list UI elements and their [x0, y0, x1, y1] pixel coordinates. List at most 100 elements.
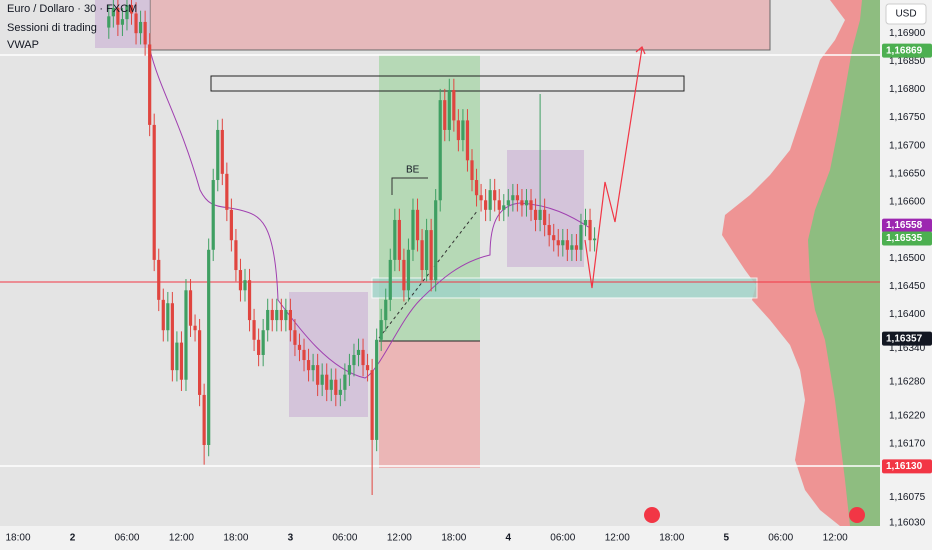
indicator-label: VWAP — [7, 39, 39, 51]
candle-body — [484, 200, 488, 210]
candle-body — [402, 259, 406, 291]
candle-body — [547, 225, 551, 236]
price-axis-background — [880, 0, 932, 550]
candle-body — [488, 190, 492, 210]
candle-body — [461, 120, 465, 141]
candle-body — [388, 259, 392, 300]
candle-body — [175, 342, 179, 371]
candle-body — [125, 5, 129, 20]
candle-body — [257, 339, 261, 355]
candle-body — [347, 365, 352, 375]
candle-body — [443, 100, 447, 130]
candle-body — [524, 200, 529, 206]
candle-body — [316, 365, 320, 385]
candle-body — [261, 330, 265, 355]
y-tick-label: 1,16220 — [889, 410, 926, 421]
candle-body — [592, 238, 597, 241]
candle-body — [452, 90, 456, 121]
x-tick-label: 3 — [288, 533, 294, 544]
candle-body — [116, 7, 120, 25]
candle-body — [365, 365, 370, 371]
candle-body — [538, 209, 542, 220]
projection-path — [584, 47, 643, 289]
candle-body — [225, 173, 229, 210]
candle-body — [552, 235, 556, 241]
candle-body — [302, 349, 306, 361]
currency-label[interactable]: USD — [895, 9, 916, 20]
y-tick-label: 1,16600 — [889, 197, 926, 208]
price-badge-label: 1,16558 — [886, 220, 923, 231]
trend-line — [378, 209, 479, 339]
candle-body — [229, 209, 233, 241]
x-tick-label: 18:00 — [659, 533, 684, 544]
y-tick-label: 1,16800 — [889, 84, 926, 95]
y-tick-label: 1,16340 — [889, 343, 926, 354]
candle-body — [275, 309, 279, 321]
candle-body — [570, 245, 574, 250]
x-tick-label: 06:00 — [114, 533, 139, 544]
candle-body — [198, 330, 202, 395]
candle-body — [129, 5, 134, 14]
candle-body — [511, 195, 515, 201]
candle-body — [179, 342, 184, 380]
candle-body — [284, 309, 288, 321]
candle-body — [474, 180, 479, 196]
candle-body — [211, 180, 215, 250]
candle-body — [420, 240, 424, 271]
x-tick-label: 5 — [723, 533, 729, 544]
candle-body — [297, 344, 302, 350]
candle-body — [166, 303, 170, 331]
candle-body — [193, 325, 197, 331]
candle-body — [325, 374, 329, 390]
x-tick-label: 12:00 — [823, 533, 848, 544]
be-marker — [391, 177, 428, 195]
candle-body — [352, 354, 356, 366]
candle-body — [470, 160, 474, 181]
candle-body — [266, 309, 270, 331]
x-tick-label: 12:00 — [387, 533, 412, 544]
event-icon — [644, 507, 660, 523]
price-badge — [882, 43, 932, 58]
candle-body — [397, 219, 401, 260]
currency-button[interactable] — [885, 3, 927, 25]
indicator-label: Sessioni di trading — [7, 22, 97, 34]
candle-body — [279, 309, 283, 321]
y-tick-label: 1,16850 — [889, 56, 926, 67]
candle-body — [134, 13, 138, 34]
candle-body — [293, 330, 297, 345]
candle-body — [188, 290, 193, 326]
candle-body — [152, 124, 156, 260]
y-tick-label: 1,16750 — [889, 112, 926, 123]
candle-body — [238, 270, 243, 291]
liquidity-box — [210, 75, 685, 92]
candle-body — [456, 120, 460, 141]
price-badge — [882, 231, 932, 246]
candle-body — [533, 209, 538, 220]
candle-body — [111, 7, 115, 17]
x-tick-label: 06:00 — [768, 533, 793, 544]
x-tick-label: 18:00 — [223, 533, 248, 544]
y-tick-label: 1,16500 — [889, 253, 926, 264]
candle-body — [234, 240, 238, 271]
candle-body — [556, 240, 560, 246]
y-tick-label: 1,16170 — [889, 439, 926, 450]
price-badge-label: 1,16357 — [886, 333, 923, 344]
candle-body — [393, 219, 397, 260]
candle-body — [220, 129, 224, 174]
candle-body — [415, 209, 420, 241]
price-badge-label: 1,16130 — [886, 461, 923, 472]
candle-body — [447, 90, 451, 130]
price-badge — [882, 459, 932, 474]
candle-body — [370, 370, 374, 440]
x-tick-label: 18:00 — [441, 533, 466, 544]
x-tick-label: 2 — [70, 533, 76, 544]
price-badge-label: 1,16869 — [886, 45, 923, 56]
candle-body — [411, 209, 415, 250]
candle-body — [202, 394, 206, 445]
candle-body — [161, 299, 165, 331]
x-tick-label: 06:00 — [550, 533, 575, 544]
candle-body — [425, 230, 429, 271]
volume-profile-buy — [808, 0, 880, 526]
candle-body — [479, 195, 483, 201]
